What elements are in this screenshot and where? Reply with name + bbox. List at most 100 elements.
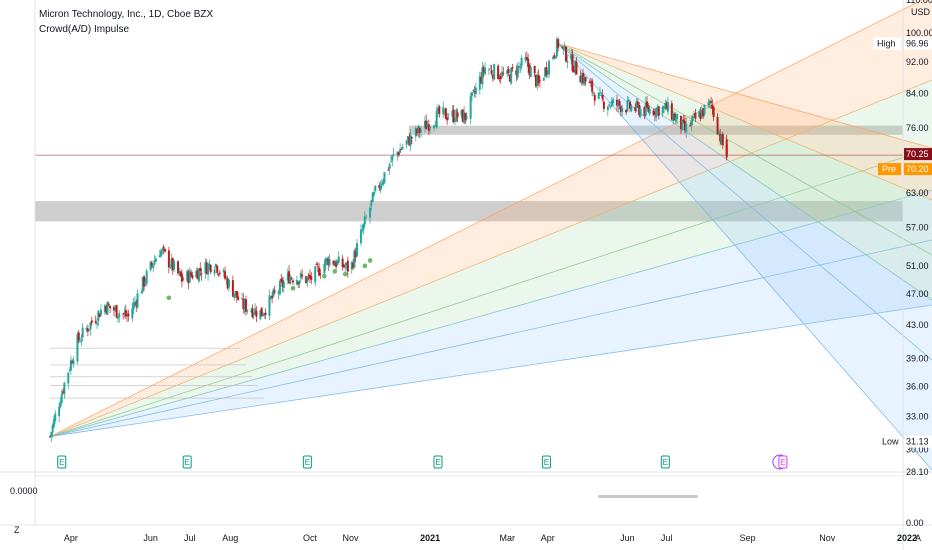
support-zone-upper	[408, 125, 903, 135]
time-tick-label: Sep	[740, 533, 756, 543]
candle-down	[346, 260, 349, 272]
candle-up	[693, 114, 696, 115]
candle-down	[719, 134, 722, 142]
candle-down	[62, 391, 65, 394]
candle-down	[461, 109, 464, 122]
candle-up	[529, 67, 532, 77]
candle-up	[648, 108, 651, 114]
candle-up	[674, 116, 677, 122]
candle-down	[354, 251, 357, 258]
candle-down	[643, 106, 646, 116]
candle-up	[463, 111, 466, 124]
candle-up	[188, 270, 191, 283]
candle-down	[679, 115, 682, 130]
candle-down	[702, 108, 705, 117]
candle-up	[472, 89, 475, 91]
price-tags: High 96.96 70.25 Pre 70.20 Low 31.13	[873, 37, 932, 448]
candle-up	[324, 258, 327, 266]
candle-down	[90, 320, 93, 323]
earnings-icon	[660, 455, 670, 469]
candle-up	[246, 309, 249, 312]
premarket-tag-value-bg	[904, 163, 932, 176]
candle-up	[562, 47, 565, 50]
earnings-marker-label: E	[305, 458, 310, 467]
candle-up	[114, 307, 117, 310]
candle-up	[389, 161, 392, 163]
candle-down	[647, 106, 650, 112]
candle-down	[318, 267, 321, 276]
candle-up	[610, 101, 613, 107]
candle-up	[609, 106, 612, 107]
candle-up	[583, 76, 586, 85]
time-tick-label: Jul	[661, 533, 673, 543]
candle-up	[161, 249, 164, 251]
candle-down	[538, 80, 541, 82]
candle-up	[465, 116, 468, 119]
candle-up	[89, 322, 92, 330]
candle-down	[511, 67, 514, 69]
fan-low-ray	[49, 0, 923, 437]
fan-high-ray	[557, 43, 932, 256]
candle-up	[286, 272, 289, 281]
candle-up	[380, 183, 383, 186]
last-price-tag-value: 70.25	[906, 149, 929, 159]
candle-up	[233, 294, 236, 298]
candle-up	[501, 71, 504, 78]
candle-up	[225, 278, 228, 280]
candles	[49, 36, 728, 443]
candle-up	[656, 107, 659, 111]
candle-up	[328, 258, 331, 266]
premarket-tag-label-bg	[878, 163, 901, 176]
candle-up	[160, 250, 163, 257]
candle-up	[388, 164, 391, 169]
candle-up	[63, 382, 66, 395]
candle-down	[115, 305, 118, 318]
candle-down	[242, 298, 245, 309]
time-tick-label: Aug	[222, 533, 238, 543]
candle-up	[123, 312, 126, 314]
candle-down	[683, 121, 686, 131]
candle-down	[497, 65, 500, 80]
candle-up	[69, 360, 72, 371]
candle-up	[506, 70, 509, 74]
candle-up	[59, 403, 62, 408]
symbol-title[interactable]: Micron Technology, Inc., 1D, Cboe BZX	[39, 9, 214, 20]
candle-up	[52, 418, 55, 428]
candle-down	[456, 112, 459, 118]
candle-up	[437, 108, 440, 112]
candle-down	[135, 302, 138, 306]
candle-down	[235, 290, 238, 298]
candle-up	[484, 67, 487, 74]
time-tick-label: Nov	[819, 533, 836, 543]
candle-down	[584, 77, 587, 82]
candle-up	[420, 129, 423, 132]
fan-low-band	[50, 0, 932, 437]
candle-up	[510, 67, 513, 84]
candle-up	[76, 334, 79, 362]
candle-up	[116, 316, 119, 319]
gann-fans	[49, 0, 932, 471]
fan-high-ray	[557, 43, 932, 361]
candle-up	[555, 38, 558, 57]
signal-dot	[166, 295, 172, 301]
earnings-marker-label: E	[544, 458, 549, 467]
candle-up	[417, 125, 420, 133]
candle-up	[154, 258, 157, 262]
candle-down	[378, 185, 381, 188]
candle-down	[725, 139, 728, 156]
candle-up	[429, 126, 432, 129]
time-tick-label: Mar	[499, 533, 515, 543]
candle-up	[370, 200, 373, 206]
candle-up	[336, 260, 339, 265]
candle-up	[85, 328, 88, 331]
candle-down	[162, 246, 165, 249]
candle-down	[260, 307, 263, 317]
indicator-label[interactable]: Crowd(A/D) Impulse	[39, 24, 130, 35]
candle-up	[453, 121, 456, 123]
fan-low-ray	[49, 147, 932, 437]
price-tick-label: 51.00	[906, 261, 929, 271]
candle-up	[661, 106, 664, 114]
signal-dot	[342, 271, 348, 277]
